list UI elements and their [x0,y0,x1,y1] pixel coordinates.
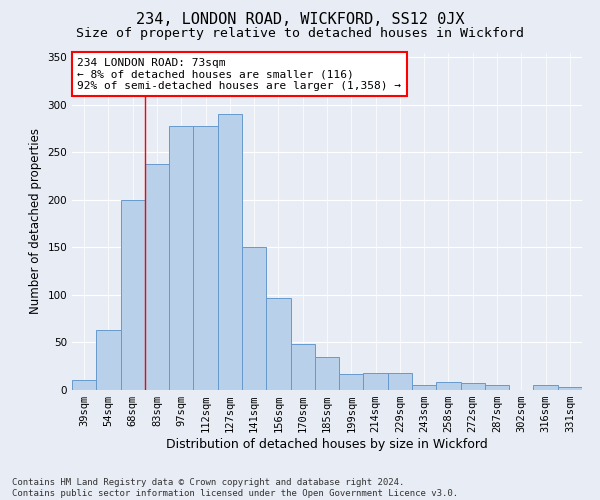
Text: 234, LONDON ROAD, WICKFORD, SS12 0JX: 234, LONDON ROAD, WICKFORD, SS12 0JX [136,12,464,28]
Bar [266,298,290,390]
Bar [388,373,412,390]
X-axis label: Distribution of detached houses by size in Wickford: Distribution of detached houses by size … [166,438,488,451]
Bar [315,356,339,390]
Text: 234 LONDON ROAD: 73sqm
← 8% of detached houses are smaller (116)
92% of semi-det: 234 LONDON ROAD: 73sqm ← 8% of detached … [77,58,401,91]
Text: Contains HM Land Registry data © Crown copyright and database right 2024.
Contai: Contains HM Land Registry data © Crown c… [12,478,458,498]
Bar [485,385,509,390]
Bar [461,384,485,390]
Bar [218,114,242,390]
Bar [533,385,558,390]
Bar [145,164,169,390]
Bar [121,200,145,390]
Bar [436,382,461,390]
Bar [242,248,266,390]
Bar [72,380,96,390]
Bar [558,387,582,390]
Bar [169,126,193,390]
Bar [193,126,218,390]
Text: Size of property relative to detached houses in Wickford: Size of property relative to detached ho… [76,28,524,40]
Bar [290,344,315,390]
Bar [364,373,388,390]
Bar [96,330,121,390]
Bar [339,374,364,390]
Y-axis label: Number of detached properties: Number of detached properties [29,128,42,314]
Bar [412,385,436,390]
